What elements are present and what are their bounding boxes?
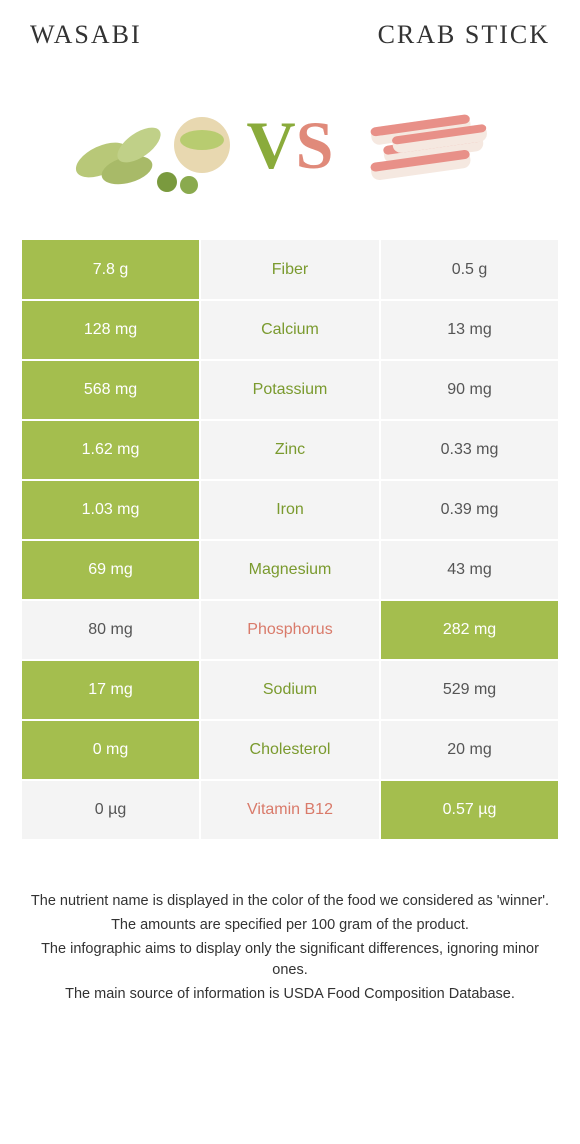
footnote-line: The nutrient name is displayed in the co… bbox=[30, 891, 550, 913]
table-row: 1.03 mgIron0.39 mg bbox=[22, 480, 558, 540]
nutrient-value-left: 568 mg bbox=[22, 360, 200, 420]
nutrient-name: Fiber bbox=[200, 240, 380, 300]
nutrient-name: Phosphorus bbox=[200, 600, 380, 660]
nutrient-value-right: 282 mg bbox=[380, 600, 558, 660]
food-title-left: Wasabi bbox=[30, 20, 142, 50]
nutrient-name: Cholesterol bbox=[200, 720, 380, 780]
nutrient-name: Calcium bbox=[200, 300, 380, 360]
nutrient-table: 7.8 gFiber0.5 g128 mgCalcium13 mg568 mgP… bbox=[22, 240, 558, 841]
vs-v: V bbox=[247, 107, 296, 183]
table-row: 1.62 mgZinc0.33 mg bbox=[22, 420, 558, 480]
nutrient-value-left: 0 µg bbox=[22, 780, 200, 840]
nutrient-value-left: 69 mg bbox=[22, 540, 200, 600]
nutrient-value-left: 1.03 mg bbox=[22, 480, 200, 540]
nutrient-value-right: 43 mg bbox=[380, 540, 558, 600]
header: Wasabi Crab Stick bbox=[0, 0, 580, 60]
nutrient-value-right: 529 mg bbox=[380, 660, 558, 720]
vs-row: VS bbox=[0, 60, 580, 240]
nutrient-name: Vitamin B12 bbox=[200, 780, 380, 840]
footnote-line: The amounts are specified per 100 gram o… bbox=[30, 915, 550, 937]
vs-label: VS bbox=[247, 111, 334, 179]
nutrient-value-right: 0.57 µg bbox=[380, 780, 558, 840]
nutrient-name: Potassium bbox=[200, 360, 380, 420]
table-row: 128 mgCalcium13 mg bbox=[22, 300, 558, 360]
nutrient-name: Zinc bbox=[200, 420, 380, 480]
nutrient-name: Sodium bbox=[200, 660, 380, 720]
nutrient-value-left: 17 mg bbox=[22, 660, 200, 720]
nutrient-value-left: 1.62 mg bbox=[22, 420, 200, 480]
nutrient-value-right: 13 mg bbox=[380, 300, 558, 360]
nutrient-name: Magnesium bbox=[200, 540, 380, 600]
table-row: 69 mgMagnesium43 mg bbox=[22, 540, 558, 600]
footnote-line: The main source of information is USDA F… bbox=[30, 984, 550, 1006]
nutrient-value-right: 0.5 g bbox=[380, 240, 558, 300]
vs-s: S bbox=[296, 107, 334, 183]
table-row: 0 mgCholesterol20 mg bbox=[22, 720, 558, 780]
table-row: 80 mgPhosphorus282 mg bbox=[22, 600, 558, 660]
nutrient-value-left: 7.8 g bbox=[22, 240, 200, 300]
nutrient-value-right: 0.39 mg bbox=[380, 480, 558, 540]
table-row: 0 µgVitamin B120.57 µg bbox=[22, 780, 558, 840]
food-title-right: Crab Stick bbox=[378, 20, 550, 50]
nutrient-value-left: 0 mg bbox=[22, 720, 200, 780]
nutrient-value-right: 90 mg bbox=[380, 360, 558, 420]
nutrient-value-right: 0.33 mg bbox=[380, 420, 558, 480]
nutrient-value-left: 128 mg bbox=[22, 300, 200, 360]
footnotes: The nutrient name is displayed in the co… bbox=[0, 841, 580, 1028]
table-row: 568 mgPotassium90 mg bbox=[22, 360, 558, 420]
nutrient-value-right: 20 mg bbox=[380, 720, 558, 780]
nutrient-value-left: 80 mg bbox=[22, 600, 200, 660]
table-row: 17 mgSodium529 mg bbox=[22, 660, 558, 720]
table-row: 7.8 gFiber0.5 g bbox=[22, 240, 558, 300]
nutrient-name: Iron bbox=[200, 480, 380, 540]
footnote-line: The infographic aims to display only the… bbox=[30, 939, 550, 983]
crab-stick-image bbox=[343, 90, 513, 200]
wasabi-image bbox=[67, 90, 237, 200]
